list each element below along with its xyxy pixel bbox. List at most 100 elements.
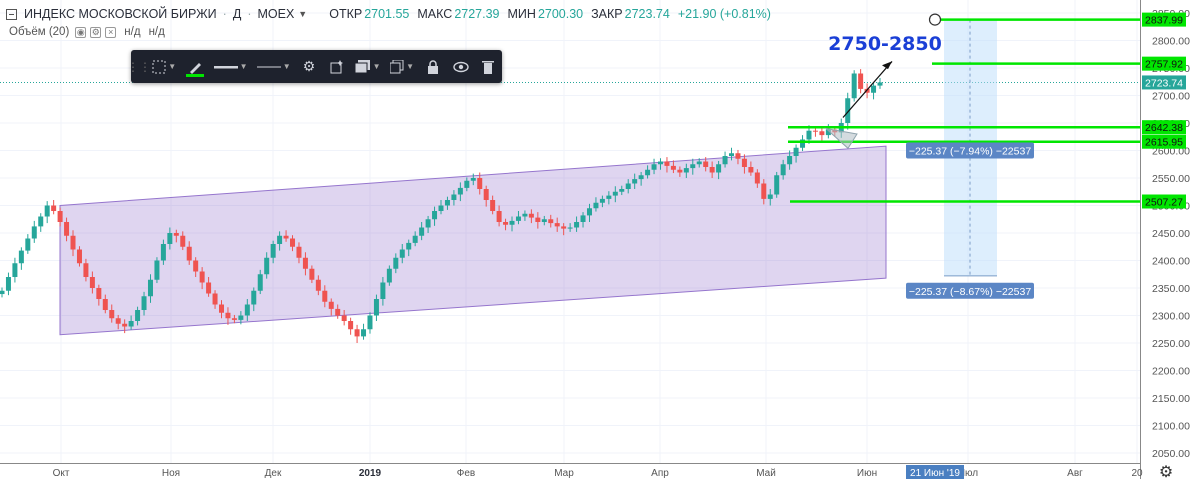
x-tick-label: Авг (1067, 468, 1083, 479)
lock-icon[interactable] (419, 50, 447, 83)
candle-body (89, 277, 95, 288)
x-tick-label: Июн (857, 468, 877, 479)
x-tick-label: Июл (958, 468, 978, 479)
candle-body (322, 290, 328, 302)
candle-body (554, 223, 560, 227)
candle-body (819, 131, 825, 136)
gear-icon: ⚙ (1159, 464, 1173, 479)
chevron-down-icon[interactable]: ▼ (298, 9, 308, 19)
volume-legend: Объём (20) ◉ ⚙ × н/д н/д (9, 26, 165, 38)
volume-value-2: н/д (148, 26, 165, 38)
candle-body (767, 194, 773, 199)
drag-grip-icon[interactable]: ⋮⋮ (127, 59, 151, 74)
candle-body (638, 175, 644, 180)
eye-icon[interactable]: ◉ (75, 26, 87, 38)
candle-body (528, 213, 534, 218)
candle-body (722, 156, 728, 165)
candle-body (670, 165, 676, 170)
candle-body (264, 257, 270, 275)
line-width-icon[interactable]: ▼ (209, 50, 252, 83)
x-tick-label: Фев (457, 468, 475, 479)
candle-body (354, 329, 360, 337)
collapse-legend-icon[interactable] (6, 8, 17, 20)
candle-body (257, 274, 263, 291)
candle-body (399, 249, 405, 258)
candle-body (296, 246, 302, 258)
candle-body (18, 250, 24, 264)
candle-body (677, 169, 683, 173)
candle-body (858, 73, 864, 89)
regression-channel (59, 145, 887, 336)
candle-body (64, 222, 70, 236)
candle-body (348, 321, 354, 330)
symbol-name[interactable]: ИНДЕКС МОСКОВСКОЙ БИРЖИ (24, 7, 217, 21)
candle-body (238, 315, 244, 320)
candle-body (548, 219, 554, 224)
price-label: 2615.95 (1145, 137, 1183, 149)
channel-band (59, 145, 887, 336)
candle-body (412, 235, 418, 243)
price-label: 2757.92 (1145, 59, 1183, 71)
gear-icon[interactable]: ⚙ (90, 26, 102, 38)
candle-body (845, 98, 851, 123)
y-tick-label: 2350.00 (1152, 283, 1190, 295)
close-icon[interactable]: × (105, 26, 117, 38)
candle-body (406, 242, 412, 250)
candle-body (438, 205, 444, 211)
candle-body (703, 161, 709, 167)
candle-body (619, 189, 625, 192)
candle-body (57, 211, 63, 222)
eye-icon[interactable] (447, 50, 475, 83)
y-tick-label: 2100.00 (1152, 421, 1190, 433)
candle-body (373, 299, 379, 316)
price-label-box (1142, 56, 1186, 71)
candle-body (457, 187, 463, 195)
candle-body (658, 161, 663, 165)
line-style-icon[interactable]: ▼ (252, 50, 295, 83)
volume-value-1: н/д (124, 26, 141, 38)
candle-body (12, 263, 18, 277)
candle-body (335, 308, 341, 316)
time-axis: Окт Ноя Дек 2019 Фев Мар Апр Май Июн Июл Авг 20 21 И… (0, 463, 1173, 479)
candle-body (825, 129, 831, 136)
drawing-toolbar[interactable]: ⋮⋮ ▼ ▼ ▼ ⚙ ▼ ▼ (127, 50, 502, 83)
candle-body (186, 246, 192, 261)
candle-body (0, 290, 5, 295)
candle-body (109, 310, 115, 319)
drawing-handle (928, 13, 942, 26)
x-tick-label: Окт (53, 468, 70, 479)
close-label: ЗАКР (591, 7, 623, 21)
candle-body (141, 296, 147, 310)
candle-body (160, 244, 166, 261)
candle-body (683, 168, 689, 173)
volume-label[interactable]: Объём (20) (9, 26, 70, 38)
candle-body (180, 235, 186, 247)
arrow-head (882, 61, 892, 70)
chart-grid (0, 0, 1140, 463)
magic-icon[interactable] (323, 50, 351, 83)
y-tick-label: 2700.00 (1152, 91, 1190, 103)
candle-body (102, 299, 108, 310)
candle-body (748, 167, 754, 173)
pen-icon[interactable] (181, 50, 209, 83)
trash-icon[interactable] (474, 50, 502, 83)
price-label: 2723.74 (1145, 77, 1183, 89)
candle-body (83, 263, 89, 277)
template-icon[interactable]: ▼ (350, 50, 384, 83)
crosshair-date-label: 21 Июн '19 (910, 468, 960, 479)
candle-body (729, 153, 735, 156)
candle-body (490, 200, 496, 211)
candle-body (341, 315, 347, 321)
x-tick-label: Май (756, 468, 776, 479)
flag-pattern (824, 127, 858, 150)
gear-icon[interactable]: ⚙ (302, 58, 316, 74)
select-icon[interactable]: ▼ (147, 50, 181, 83)
candle-body (219, 304, 224, 313)
open-label: ОТКР (329, 7, 363, 21)
clone-icon[interactable]: ▼ (385, 50, 419, 83)
candle-body (535, 217, 541, 222)
candle-body (741, 158, 747, 167)
candle-body (290, 238, 296, 247)
candle-body (774, 175, 780, 195)
